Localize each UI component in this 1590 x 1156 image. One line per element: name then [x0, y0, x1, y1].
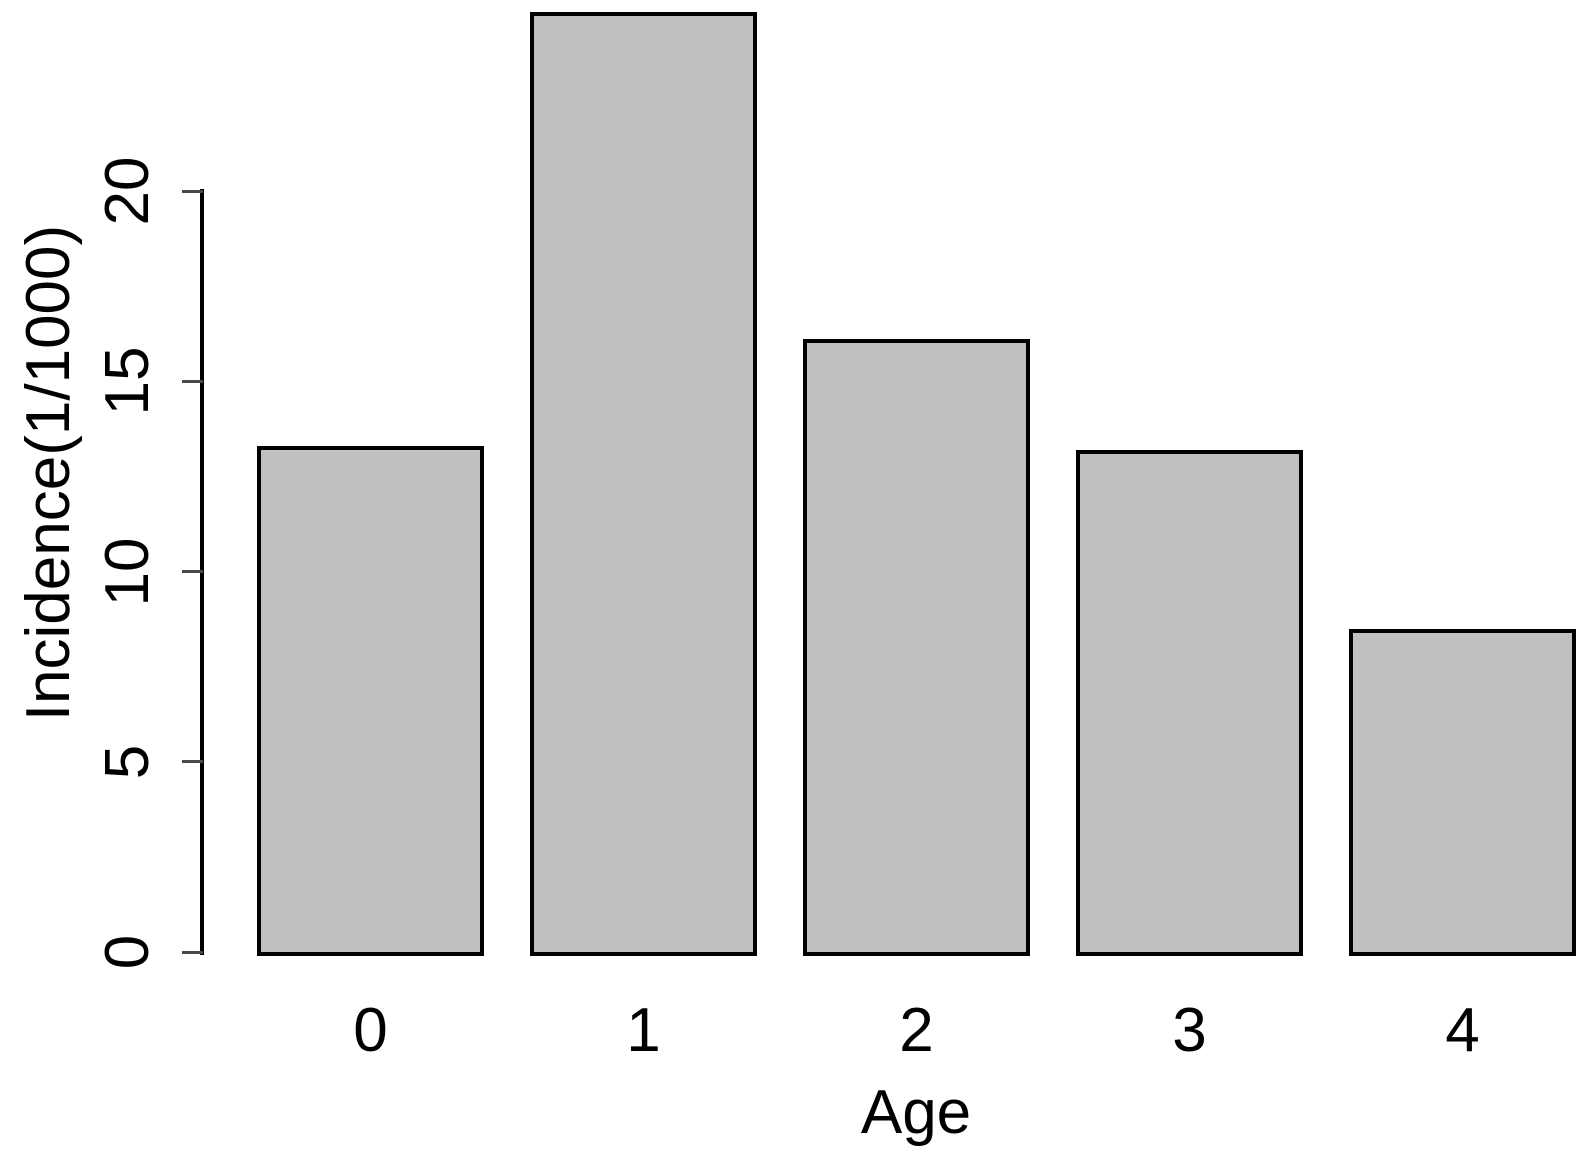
x-tick-label-2: 2 [899, 996, 934, 1065]
x-tick-label-0: 0 [353, 996, 388, 1065]
y-tick-label-2: 10 [93, 537, 162, 606]
bar-age-2 [803, 339, 1030, 956]
y-tick-label-1: 5 [93, 744, 162, 779]
x-axis-title: Age [860, 1078, 972, 1147]
bar-age-1 [530, 12, 757, 956]
y-tick-label-3: 15 [93, 346, 162, 416]
y-tick-mark-0 [182, 950, 203, 954]
y-tick-label-4: 20 [93, 156, 162, 226]
bar-age-0 [257, 445, 484, 956]
y-tick-mark-4 [182, 189, 203, 193]
x-tick-label-4: 4 [1445, 996, 1480, 1065]
x-tick-label-3: 3 [1172, 996, 1207, 1065]
y-axis-title: Incidence(1/1000) [14, 224, 83, 722]
y-tick-mark-3 [182, 379, 203, 383]
bar-age-3 [1076, 449, 1303, 956]
y-tick-mark-2 [182, 570, 203, 573]
x-tick-label-1: 1 [626, 996, 661, 1065]
y-tick-mark-1 [182, 760, 203, 764]
bar-age-4 [1349, 628, 1576, 956]
y-tick-label-0: 0 [93, 934, 162, 970]
